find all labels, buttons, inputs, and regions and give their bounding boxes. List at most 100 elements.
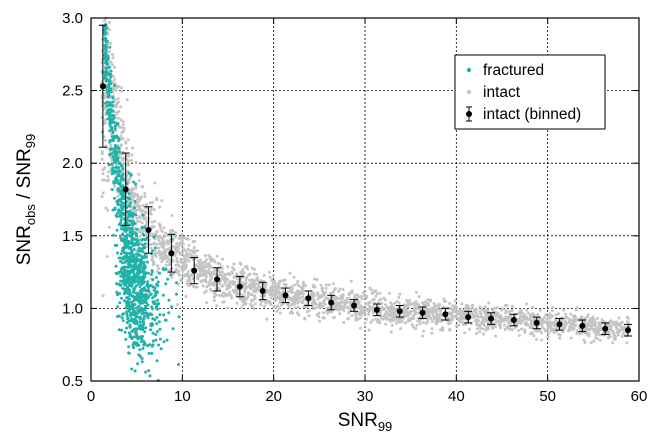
intact-point xyxy=(126,202,130,206)
fractured-point xyxy=(115,175,119,179)
intact-point xyxy=(215,254,219,258)
fractured-point xyxy=(125,256,129,260)
fractured-point xyxy=(153,286,157,290)
intact-point xyxy=(259,303,263,306)
intact-point xyxy=(257,285,261,288)
fractured-point xyxy=(119,185,123,189)
intact-point xyxy=(617,316,621,320)
fractured-point xyxy=(116,202,120,206)
intact-point xyxy=(175,256,179,260)
intact-point xyxy=(103,118,107,122)
intact-point xyxy=(547,331,551,335)
intact-point xyxy=(252,267,256,271)
intact-point xyxy=(245,285,249,289)
fractured-point xyxy=(135,321,139,325)
fractured-point xyxy=(143,304,147,308)
intact-point xyxy=(232,268,236,272)
intact-point xyxy=(540,323,544,327)
intact-point xyxy=(248,302,252,306)
intact-point xyxy=(439,328,442,332)
intact-point xyxy=(626,320,629,324)
intact-point xyxy=(303,283,307,287)
intact-point xyxy=(318,296,322,299)
fractured-point xyxy=(133,260,137,264)
intact-point xyxy=(502,323,506,327)
intact-point xyxy=(459,309,463,313)
fractured-point xyxy=(158,271,162,275)
intact-point xyxy=(250,299,254,303)
intact-point xyxy=(412,316,416,320)
intact-point xyxy=(478,330,482,334)
intact-point xyxy=(530,312,534,316)
legend-box xyxy=(454,54,606,130)
intact-point xyxy=(253,297,257,300)
fractured-point xyxy=(167,298,171,302)
intact-point xyxy=(389,330,393,334)
fractured-point xyxy=(175,281,178,285)
intact-point xyxy=(293,306,297,310)
intact-point xyxy=(404,321,407,325)
intact-point xyxy=(127,154,131,158)
intact-point xyxy=(111,56,115,60)
intact-point xyxy=(447,322,451,326)
fractured-point xyxy=(135,234,139,238)
intact-point xyxy=(526,323,530,327)
intact-point xyxy=(165,248,168,252)
intact-point xyxy=(317,303,321,307)
intact-point xyxy=(554,313,558,317)
intact-point xyxy=(108,225,111,229)
intact-point xyxy=(181,252,185,256)
intact-point xyxy=(317,315,321,319)
binned-point xyxy=(418,306,427,320)
fractured-point xyxy=(116,211,120,215)
intact-point xyxy=(425,313,429,317)
fractured-point xyxy=(118,150,122,154)
fractured-point xyxy=(136,315,140,319)
fractured-point xyxy=(135,227,139,231)
intact-point xyxy=(179,243,183,246)
fractured-point xyxy=(109,75,113,79)
intact-point xyxy=(481,319,485,323)
intact-point xyxy=(160,251,164,255)
intact-point xyxy=(121,137,125,141)
fractured-point xyxy=(110,113,114,117)
intact-point xyxy=(390,323,394,327)
fractured-point xyxy=(132,299,136,303)
intact-point xyxy=(442,305,446,309)
fractured-point xyxy=(152,288,156,292)
intact-point xyxy=(619,322,623,326)
intact-point xyxy=(380,305,384,309)
intact-point xyxy=(108,60,112,64)
intact-point xyxy=(292,283,296,287)
x-axis-title-main: SNR xyxy=(338,410,378,431)
intact-point xyxy=(354,313,358,317)
fractured-point xyxy=(113,154,117,158)
fractured-point xyxy=(142,322,146,326)
intact-point xyxy=(290,303,294,307)
intact-point xyxy=(616,333,620,337)
intact-point xyxy=(566,329,570,333)
intact-point xyxy=(501,307,505,311)
intact-point xyxy=(204,275,208,279)
intact-point xyxy=(620,335,624,338)
fractured-point xyxy=(121,286,125,290)
intact-point xyxy=(318,319,322,323)
fractured-point xyxy=(171,327,175,331)
intact-point xyxy=(221,291,225,295)
fractured-point xyxy=(167,311,171,315)
fractured-point xyxy=(111,104,114,108)
intact-point xyxy=(179,279,183,283)
fractured-point xyxy=(141,347,145,350)
fractured-point xyxy=(123,226,127,230)
fractured-point xyxy=(126,239,130,243)
fractured-point xyxy=(162,340,166,344)
intact-point xyxy=(573,320,577,323)
intact-point xyxy=(292,295,296,299)
intact-point xyxy=(102,93,106,97)
intact-point xyxy=(211,282,215,286)
fractured-point xyxy=(125,321,129,324)
intact-point xyxy=(174,250,178,254)
intact-point xyxy=(125,173,129,177)
intact-point xyxy=(212,299,216,302)
intact-point xyxy=(248,282,252,286)
